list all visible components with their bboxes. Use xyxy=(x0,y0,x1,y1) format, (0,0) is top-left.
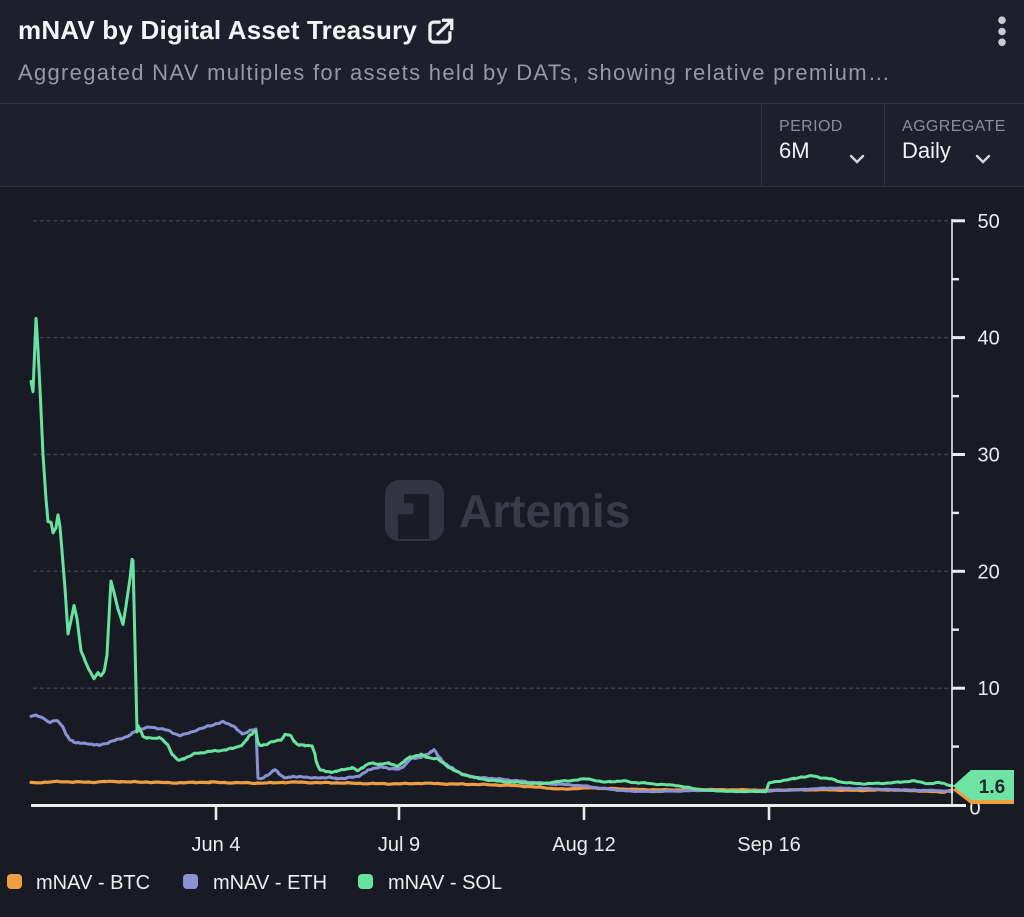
svg-text:mNAV - ETH: mNAV - ETH xyxy=(213,872,327,894)
svg-text:Jul 9: Jul 9 xyxy=(378,834,420,856)
svg-text:mNAV - BTC: mNAV - BTC xyxy=(36,872,150,894)
svg-text:30: 30 xyxy=(978,445,1000,467)
svg-text:20: 20 xyxy=(978,561,1000,583)
svg-text:Aug 12: Aug 12 xyxy=(552,834,615,856)
svg-text:mNAV - SOL: mNAV - SOL xyxy=(388,872,502,894)
svg-text:0: 0 xyxy=(970,798,981,820)
svg-text:Artemis: Artemis xyxy=(459,485,630,537)
svg-text:Jun 4: Jun 4 xyxy=(192,834,241,856)
svg-text:Sep 16: Sep 16 xyxy=(737,834,800,856)
svg-text:1.6: 1.6 xyxy=(979,777,1005,798)
svg-text:40: 40 xyxy=(978,328,1000,350)
svg-text:10: 10 xyxy=(978,678,1000,700)
svg-text:50: 50 xyxy=(978,211,1000,233)
